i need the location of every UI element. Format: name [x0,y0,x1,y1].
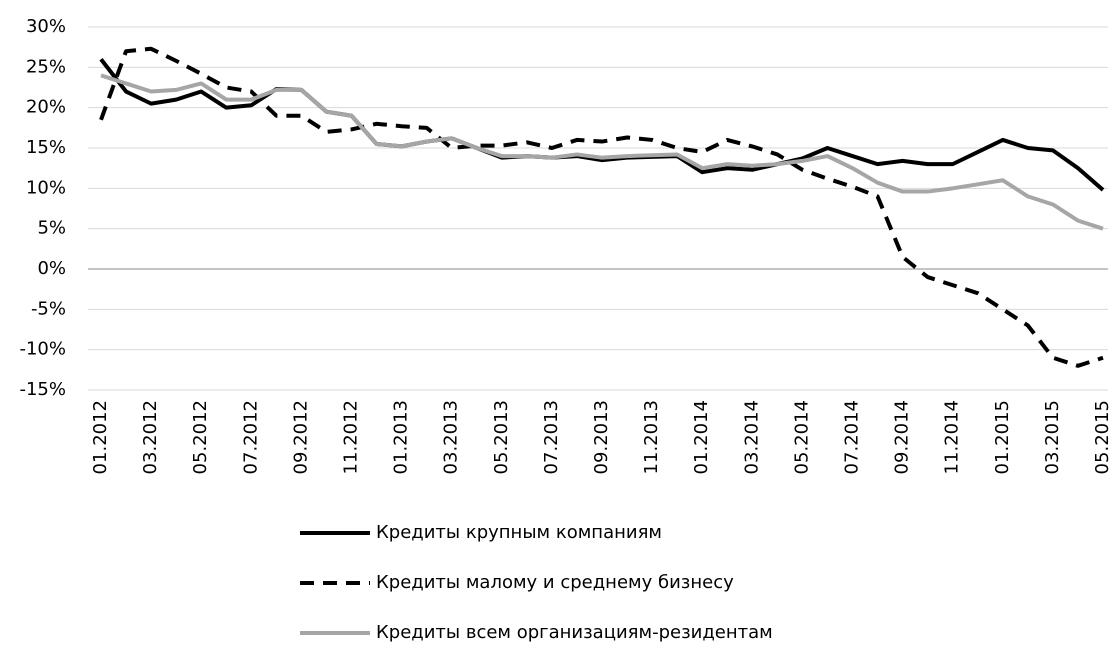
y-tick-label: 30% [26,16,66,37]
y-tick-label: 5% [37,218,66,239]
x-tick-label: 03.2013 [441,400,462,474]
series-line [99,46,1104,368]
x-tick-label: 05.2012 [190,400,211,474]
x-tick-label: 03.2014 [741,400,762,474]
x-tick-label: 07.2012 [240,400,261,474]
x-tick-label: 01.2012 [90,400,111,474]
legend-label: Кредиты малому и среднему бизнесу [376,572,734,593]
x-tick-label: 07.2014 [842,400,863,474]
y-tick-label: -15% [19,379,66,400]
x-tick-label: 01.2013 [391,400,412,474]
y-tick-label: -10% [19,339,66,360]
series-line [99,58,1105,192]
x-tick-label: 03.2012 [140,400,161,474]
x-tick-label: 11.2014 [942,400,963,474]
legend-label: Кредиты всем организациям-резидентам [376,622,773,643]
x-tick-label: 01.2015 [992,400,1013,474]
x-tick-label: 05.2015 [1092,400,1113,474]
series-line [100,73,1104,231]
x-tick-label: 11.2012 [341,400,362,474]
x-tick-label: 09.2013 [591,400,612,474]
x-tick-label: 07.2013 [541,400,562,474]
y-tick-label: 20% [26,97,66,118]
x-tick-label: 09.2014 [892,400,913,474]
legend-label: Кредиты крупным компаниям [376,522,662,543]
x-tick-label: 01.2014 [691,400,712,474]
x-tick-label: 11.2013 [641,400,662,474]
y-tick-label: -5% [31,298,66,319]
y-tick-label: 0% [37,258,66,279]
x-tick-label: 05.2013 [491,400,512,474]
x-tick-label: 05.2014 [791,400,812,474]
y-tick-label: 15% [26,137,66,158]
x-tick-label: 09.2012 [290,400,311,474]
y-tick-label: 10% [26,177,66,198]
x-tick-label: 03.2015 [1042,400,1063,474]
y-tick-label: 25% [26,56,66,77]
